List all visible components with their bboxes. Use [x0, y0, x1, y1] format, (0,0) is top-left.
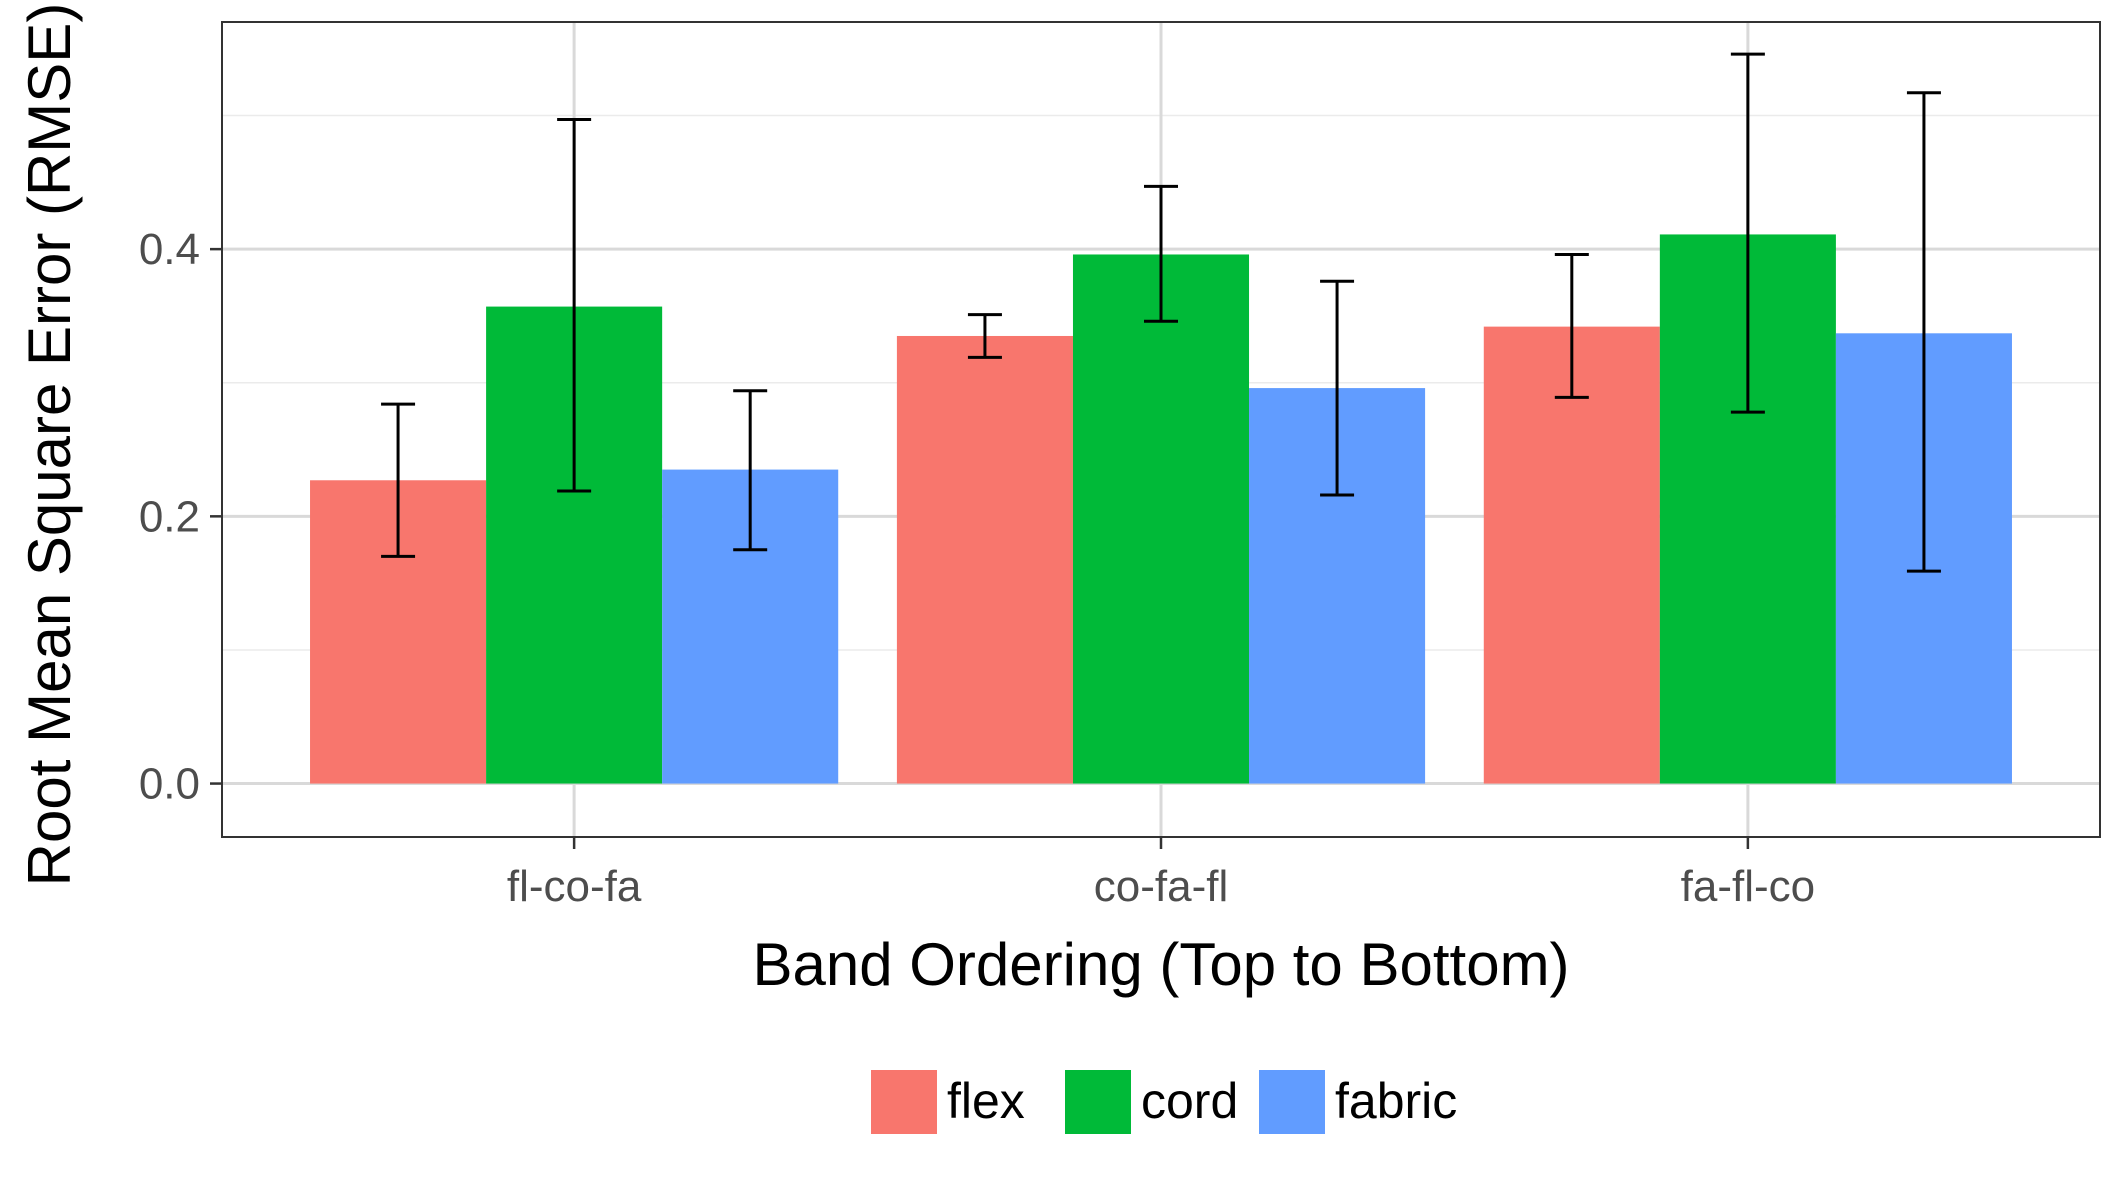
errorbar-cord-fa-fl-co	[1730, 52, 1765, 414]
y-axis: 0.0 0.2 0.4	[139, 225, 222, 809]
bar-flex-fa-fl-co	[1483, 326, 1660, 784]
legend-item-fabric: fabric	[1259, 1070, 1457, 1134]
legend-key-cord	[1065, 1070, 1131, 1134]
legend-key-fabric	[1259, 1070, 1325, 1134]
errorbar-cord-co-fa-fl	[1144, 184, 1178, 323]
errorbar-flex-fa-fl-co	[1554, 252, 1589, 399]
legend-label-cord: cord	[1141, 1073, 1238, 1129]
errorbar-fabric-fl-co-fa	[733, 389, 768, 552]
legend-item-cord: cord	[1065, 1070, 1238, 1134]
y-tick-label: 0.0	[139, 760, 200, 809]
x-tick-label: fl-co-fa	[507, 862, 642, 911]
errorbars-layer	[381, 52, 1941, 573]
bar-flex-co-fa-fl	[896, 335, 1073, 784]
x-axis-title: Band Ordering (Top to Bottom)	[752, 931, 1569, 998]
x-axis: fl-co-fa co-fa-fl fa-fl-co	[507, 837, 1815, 911]
legend-key-flex	[871, 1070, 937, 1134]
bar-cord-co-fa-fl	[1072, 254, 1250, 784]
y-tick-label: 0.2	[139, 492, 200, 541]
errorbar-flex-fl-co-fa	[381, 402, 416, 558]
errorbar-cord-fl-co-fa	[557, 118, 592, 493]
bars-layer	[310, 234, 2012, 784]
legend-label-fabric: fabric	[1335, 1073, 1457, 1129]
errorbar-fabric-fa-fl-co	[1906, 91, 1941, 573]
legend-item-flex: flex	[871, 1070, 1025, 1134]
errorbar-flex-co-fa-fl	[967, 313, 1002, 359]
legend-label-flex: flex	[947, 1073, 1025, 1129]
y-axis-title: Root Mean Square Error (RMSE)	[16, 3, 83, 887]
y-tick-label: 0.4	[139, 225, 200, 274]
legend: flex cord fabric	[871, 1070, 1457, 1134]
x-tick-label: co-fa-fl	[1094, 862, 1228, 911]
errorbar-fabric-co-fa-fl	[1320, 279, 1355, 497]
x-tick-label: fa-fl-co	[1681, 862, 1815, 911]
